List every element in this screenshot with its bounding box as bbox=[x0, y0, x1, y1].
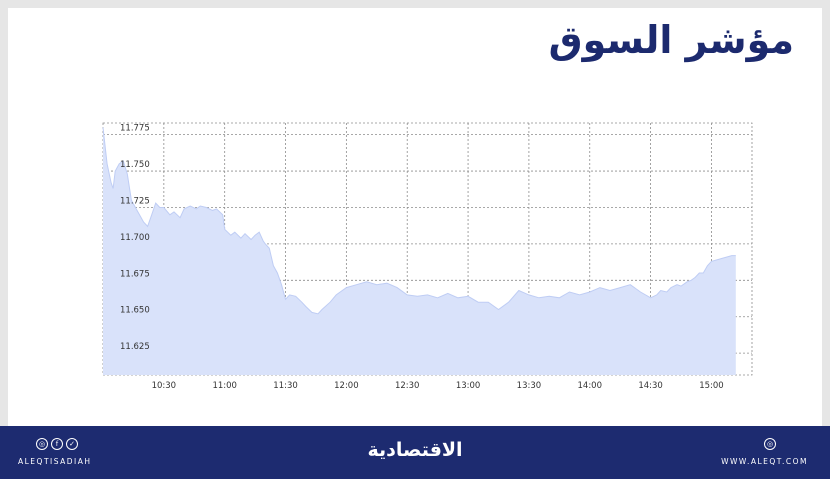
instagram-icon[interactable]: ◎ bbox=[36, 438, 48, 450]
brand-logo: الاقتصادية bbox=[367, 439, 463, 461]
facebook-icon[interactable]: f bbox=[51, 438, 63, 450]
chart-title: مؤشر السوق bbox=[548, 18, 794, 62]
y-tick-label: 11.775 bbox=[120, 124, 150, 134]
y-tick-label: 11.700 bbox=[120, 233, 150, 243]
x-tick-label: 14:00 bbox=[578, 381, 603, 391]
x-tick-label: 13:30 bbox=[517, 381, 542, 391]
area-layer bbox=[102, 127, 736, 376]
y-tick-label: 11.625 bbox=[120, 342, 150, 352]
social-handle[interactable]: ALEQTISADIAH bbox=[18, 457, 92, 466]
x-axis-ticks: 10:30 11:00 11:30 12:00 12:30 13:00 13:30 14:00… bbox=[152, 381, 724, 391]
price-line bbox=[102, 127, 736, 315]
y-tick-label: 11.750 bbox=[120, 160, 150, 170]
x-tick-label: 15:00 bbox=[699, 381, 724, 391]
x-tick-label: 14:30 bbox=[638, 381, 663, 391]
y-tick-label: 11.725 bbox=[120, 196, 150, 206]
x-tick-label: 11:00 bbox=[212, 381, 237, 391]
website-link[interactable]: WWW.ALEQT.COM bbox=[721, 457, 808, 466]
globe-icon: ◎ bbox=[764, 438, 776, 450]
x-tick-label: 12:00 bbox=[334, 381, 359, 391]
social-icons: ◎ f ✓ bbox=[36, 438, 78, 450]
x-tick-label: 13:00 bbox=[456, 381, 481, 391]
twitter-icon[interactable]: ✓ bbox=[66, 438, 78, 450]
x-tick-label: 11:30 bbox=[273, 381, 298, 391]
footer: ◎ f ✓ ALEQTISADIAH الاقتصادية ◎ WWW.ALEQ… bbox=[0, 426, 830, 479]
y-tick-label: 11.675 bbox=[120, 269, 150, 279]
price-area bbox=[103, 127, 736, 376]
y-tick-label: 11.650 bbox=[120, 306, 150, 316]
y-axis-ticks: 11.775 11.750 11.725 11.700 11.675 11.650 11.6… bbox=[120, 124, 150, 352]
market-index-chart: 11.775 11.750 11.725 11.700 11.675 11.650 11.6… bbox=[102, 122, 753, 391]
x-tick-label: 10:30 bbox=[152, 381, 177, 391]
x-tick-label: 12:30 bbox=[395, 381, 420, 391]
